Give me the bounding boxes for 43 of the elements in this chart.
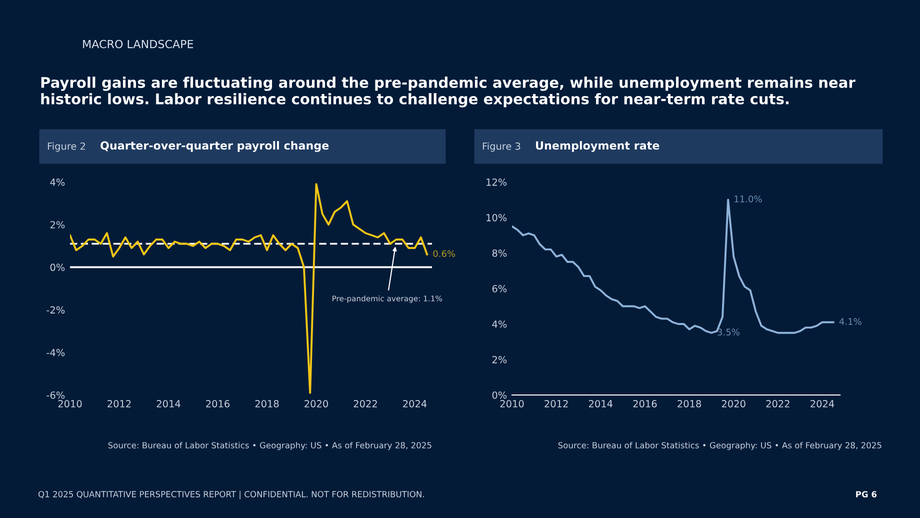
y-tick-label: 2%: [492, 356, 507, 364]
y-tick-label: 0%: [50, 264, 65, 272]
annotation: 3.5%: [718, 328, 740, 336]
chart-title: Unemployment rate: [536, 141, 660, 152]
text: MACRO LANDSCAPE: [83, 40, 194, 48]
x-tick-label: 2022: [766, 400, 790, 408]
x-tick-label: 2020: [722, 400, 746, 408]
source-note: Source: Bureau of Labor Statistics • Geography: US • As of February 28, 2025: [558, 442, 882, 450]
caption: Figure 3: [482, 142, 520, 152]
y-tick-label: 8%: [492, 249, 507, 257]
x-tick-label: 2020: [304, 400, 328, 408]
text: Payroll gains are fluctuating around the pre-pandemic average, while unemployment remains near historic lows. Labor resilience continues to challenge expectations for near-term rate cuts.: [41, 76, 856, 108]
x-tick-label: 2016: [633, 400, 657, 408]
text: PG 6: [856, 491, 877, 498]
y-tick-label: 6%: [492, 284, 507, 292]
y-tick-label: 2%: [50, 221, 65, 228]
x-tick-label: 2012: [544, 400, 568, 408]
y-tick-label: -4%: [46, 348, 65, 356]
x-tick-label: 2018: [255, 400, 279, 408]
text: Q1 2025 QUANTITATIVE PERSPECTIVES REPORT | CONFIDENTIAL. NOT FOR REDISTRIBUTION.: [38, 490, 424, 500]
annotation: 4.1%: [839, 318, 862, 325]
y-tick-label: -6%: [46, 391, 65, 399]
y-tick-label: 0%: [492, 391, 507, 399]
x-tick-label: 2010: [58, 400, 82, 408]
chart-title: Quarter-over-quarter payroll change: [100, 141, 329, 152]
x-tick-label: 2010: [500, 400, 524, 408]
y-tick-label: 4%: [492, 320, 507, 328]
caption: Figure 2: [48, 142, 85, 152]
x-tick-label: 2024: [403, 400, 427, 408]
y-tick-label: 4%: [50, 178, 65, 186]
y-tick-label: 12%: [486, 178, 507, 186]
x-tick-label: 2022: [354, 400, 377, 408]
y-tick-label: 10%: [486, 214, 507, 222]
annotation: 11.0%: [734, 196, 762, 202]
x-tick-label: 2016: [206, 400, 230, 408]
x-tick-label: 2024: [810, 400, 834, 408]
x-tick-label: 2012: [108, 400, 131, 408]
x-tick-label: 2014: [588, 400, 612, 408]
x-tick-label: 2014: [156, 400, 180, 408]
source-note: Source: Bureau of Labor Statistics • Geography: US • As of February 28, 2025: [108, 442, 432, 450]
x-tick-label: 2018: [678, 400, 702, 408]
annotation: 0.6%: [433, 250, 456, 258]
y-tick-label: -2%: [46, 306, 65, 314]
